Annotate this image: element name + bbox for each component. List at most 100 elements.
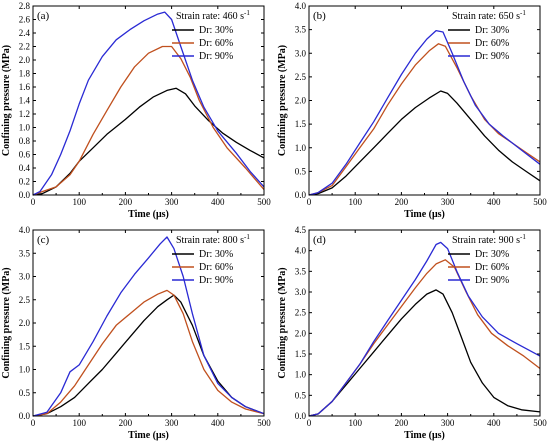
legend-title: Strain rate: 800 s-1	[176, 233, 250, 246]
legend-entry-1: Dr: 30%	[475, 249, 509, 260]
y-tick-label: 2.4	[19, 28, 31, 38]
x-tick-label: 100	[72, 197, 86, 207]
y-tick-label: 2.0	[19, 55, 31, 65]
legend-entry-2: Dr: 60%	[199, 262, 233, 273]
x-axis-label: Time (μs)	[404, 430, 445, 441]
x-tick-label: 100	[348, 418, 362, 428]
y-tick-label: 4.5	[295, 225, 307, 235]
x-axis-label: Time (μs)	[128, 209, 169, 220]
x-tick-label: 500	[257, 418, 271, 428]
y-tick-label: 1.4	[19, 96, 31, 106]
legend-entry-2: Dr: 60%	[475, 262, 509, 273]
x-tick-label: 200	[119, 418, 133, 428]
x-tick-label: 500	[533, 418, 547, 428]
panel-label: (b)	[313, 10, 326, 22]
legend-title-superscript: -1	[520, 9, 526, 17]
series-line-1	[32, 294, 265, 417]
legend-title-superscript: -1	[244, 9, 250, 17]
x-tick-label: 500	[257, 197, 271, 207]
x-tick-label: 400	[211, 418, 225, 428]
y-tick-label: 1.2	[19, 109, 30, 119]
y-tick-label: 0.5	[295, 390, 307, 400]
x-tick-label: 500	[533, 197, 547, 207]
x-tick-label: 100	[72, 418, 86, 428]
y-tick-label: 1.0	[19, 365, 31, 375]
legend-entry-3: Dr: 90%	[475, 51, 509, 62]
y-tick-label: 2.0	[295, 96, 307, 106]
x-tick-label: 400	[487, 197, 501, 207]
y-tick-label: 0.0	[295, 190, 307, 200]
y-tick-label: 3.5	[295, 266, 307, 276]
y-axis-label: Confining pressure (MPa)	[1, 267, 12, 378]
y-axis-label: Confining pressure (MPa)	[277, 267, 288, 378]
y-tick-label: 2.5	[295, 72, 307, 82]
x-tick-label: 200	[119, 197, 133, 207]
y-tick-label: 1.5	[295, 119, 307, 129]
y-tick-label: 3.5	[19, 248, 31, 258]
x-tick-label: 100	[348, 197, 362, 207]
legend-entry-1: Dr: 30%	[199, 25, 233, 36]
x-tick-label: 0	[31, 197, 36, 207]
y-tick-label: 2.5	[295, 308, 307, 318]
y-tick-label: 0.5	[19, 388, 31, 398]
series-line-2	[32, 289, 265, 417]
x-axis-label: Time (μs)	[404, 209, 445, 220]
y-tick-label: 0.0	[19, 411, 31, 421]
series-line-3	[32, 236, 265, 417]
y-tick-label: 0.0	[19, 190, 31, 200]
y-tick-label: 0.6	[19, 150, 31, 160]
x-tick-label: 200	[395, 197, 409, 207]
y-tick-label: 1.5	[295, 349, 307, 359]
y-tick-label: 0.2	[19, 177, 30, 187]
y-tick-label: 1.0	[295, 370, 307, 380]
legend-title: Strain rate: 460 s-1	[176, 9, 250, 22]
panel-label: (a)	[37, 10, 50, 22]
series-line-3	[308, 241, 541, 417]
series-line-1	[32, 87, 265, 196]
y-tick-label: 1.8	[19, 69, 31, 79]
y-tick-label: 2.8	[19, 1, 31, 11]
legend-title-superscript: -1	[520, 233, 526, 241]
series-line-1	[308, 90, 541, 196]
chart-panel-2: 0 100 200 300 400 500 0.0 0.5 1.0 1.5 2.0 2.5 3.0 3.5…	[277, 1, 547, 220]
chart-panel-3: 0 100 200 300 400 500 0.0 0.5 1.0 1.5 2.0 2.5 3.0 3.5…	[1, 225, 271, 441]
y-tick-label: 2.0	[19, 318, 31, 328]
y-tick-label: 0.0	[295, 411, 307, 421]
series-line-1	[308, 289, 541, 417]
panel-label: (c)	[37, 234, 50, 246]
legend-title: Strain rate: 900 s-1	[452, 233, 526, 246]
legend-entry-1: Dr: 30%	[475, 25, 509, 36]
y-tick-label: 0.5	[295, 166, 307, 176]
y-tick-label: 1.6	[19, 82, 31, 92]
legend-entry-3: Dr: 90%	[475, 275, 509, 286]
y-tick-label: 0.4	[19, 163, 31, 173]
y-tick-label: 3.0	[19, 272, 31, 282]
x-tick-label: 0	[31, 418, 36, 428]
y-tick-label: 0.8	[19, 136, 31, 146]
y-axis-label: Confining pressure (MPa)	[277, 45, 288, 156]
x-axis-label: Time (μs)	[128, 430, 169, 441]
chart-panel-1: 0 100 200 300 400 500 0.0 0.2 0.4 0.6 0.8 1.0 1.2 1.4…	[1, 1, 271, 220]
x-tick-label: 300	[165, 418, 179, 428]
legend-title-superscript: -1	[244, 233, 250, 241]
x-tick-label: 300	[441, 418, 455, 428]
y-axis-label: Confining pressure (MPa)	[1, 45, 12, 156]
series-line-3	[32, 11, 265, 196]
y-tick-label: 3.5	[295, 25, 307, 35]
y-tick-label: 1.5	[19, 341, 31, 351]
y-tick-label: 4.0	[295, 246, 307, 256]
y-tick-label: 2.6	[19, 15, 31, 25]
legend-entry-2: Dr: 60%	[199, 38, 233, 49]
x-tick-label: 300	[165, 197, 179, 207]
x-tick-label: 400	[487, 418, 501, 428]
series-line-2	[308, 43, 541, 196]
y-tick-label: 4.0	[295, 1, 307, 11]
y-tick-label: 1.0	[295, 143, 307, 153]
x-tick-label: 0	[307, 418, 312, 428]
y-tick-label: 3.0	[295, 48, 307, 58]
legend-entry-2: Dr: 60%	[475, 38, 509, 49]
panel-label: (d)	[313, 234, 326, 246]
x-tick-label: 300	[441, 197, 455, 207]
y-tick-label: 3.0	[295, 287, 307, 297]
